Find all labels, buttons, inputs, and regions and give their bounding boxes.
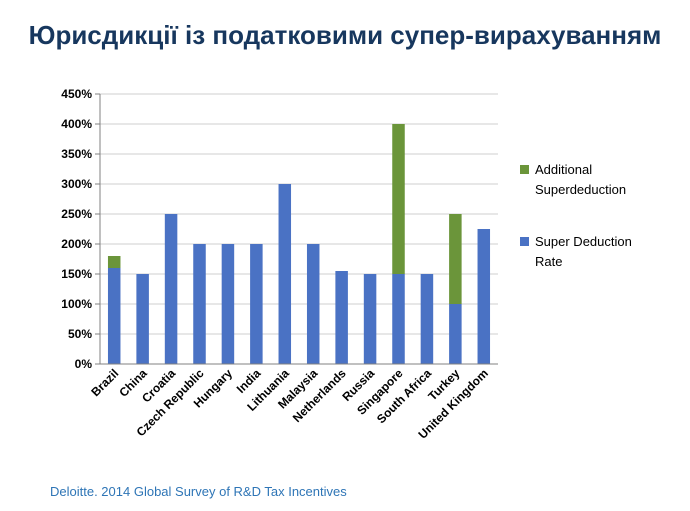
y-tick-label: 150% <box>61 267 92 281</box>
y-axis-tick-labels: 0% 50% 100% 150% 200% 250% 300% 350% 400% 450% <box>61 87 92 371</box>
bar-additional-turkey <box>449 214 462 304</box>
bar-super-deduction-china <box>136 274 149 364</box>
bar-super-deduction-brazil <box>107 268 121 364</box>
y-tick-label: 100% <box>61 297 92 311</box>
bar-super-deduction-hungary <box>221 244 235 364</box>
x-tick-label: Brazil <box>88 366 121 399</box>
y-tick-label: 200% <box>61 237 92 251</box>
bars <box>107 124 491 364</box>
legend-label: Additional Superdeduction <box>535 162 626 197</box>
y-tick-label: 0% <box>75 357 93 371</box>
bar-super-deduction-lithuania <box>278 184 292 364</box>
legend: Additional Superdeduction Super Deduction R… <box>520 162 632 269</box>
bar-additional-singapore <box>392 124 405 274</box>
bar-super-deduction-malaysia <box>306 244 320 364</box>
y-tick-label: 300% <box>61 177 92 191</box>
source-note: Deloitte. 2014 Global Survey of R&D Tax … <box>50 484 347 499</box>
bar-super-deduction-croatia <box>164 214 178 364</box>
legend-swatch <box>520 237 529 246</box>
bar-super-deduction-netherlands <box>335 271 348 364</box>
bar-super-deduction-india <box>250 244 263 364</box>
gridlines <box>100 93 498 335</box>
y-tick-label: 350% <box>61 147 92 161</box>
bar-super-deduction-russia <box>363 274 377 364</box>
legend-swatch <box>520 165 529 174</box>
y-tick-label: 450% <box>61 87 92 101</box>
bar-super-deduction-czech-republic <box>193 244 206 364</box>
bar-super-deduction-south-africa <box>420 274 434 364</box>
bar-super-deduction-united-kingdom <box>477 229 491 364</box>
bar-chart: 0% 50% 100% 150% 200% 250% 300% 350% 400% 450% Br… <box>61 87 632 442</box>
legend-label: Super Deduction Rate <box>535 234 632 269</box>
bar-super-deduction-singapore <box>392 274 405 364</box>
y-tick-label: 50% <box>68 327 92 341</box>
slide-title: Юрисдикції із податковими супер-вирахува… <box>28 20 662 50</box>
bar-additional-brazil <box>107 256 121 268</box>
axes <box>95 93 498 365</box>
bar-super-deduction-turkey <box>449 304 462 364</box>
y-tick-label: 250% <box>61 207 92 221</box>
y-tick-label: 400% <box>61 117 92 131</box>
